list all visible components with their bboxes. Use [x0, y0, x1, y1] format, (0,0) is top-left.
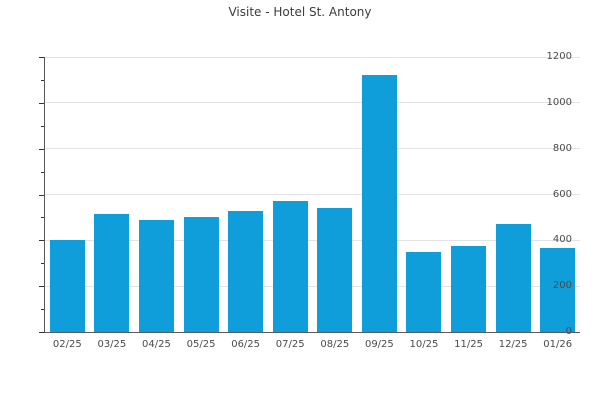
y-axis-line — [44, 57, 45, 333]
y-major-tick-200 — [39, 286, 44, 288]
gridline-y-1200 — [45, 56, 580, 58]
x-tick-label-04-25: 04/25 — [142, 339, 171, 350]
gridline-y-400 — [45, 239, 580, 241]
y-tick-label-1000: 1000 — [546, 96, 572, 108]
bar-06-25 — [228, 210, 264, 332]
x-tick-label-01-26: 01/26 — [543, 339, 573, 350]
y-tick-label-200: 200 — [552, 280, 572, 292]
bar-10-25 — [406, 251, 442, 332]
y-major-tick-400 — [39, 240, 44, 242]
x-tick-label-08-25: 08/25 — [320, 339, 350, 350]
plot-area: 0 200 400 600 800 1000 1200 02/25 03/25 04/25 05/… — [39, 52, 580, 350]
y-tick-label-400: 400 — [552, 234, 572, 246]
bar-02-25 — [49, 240, 85, 332]
y-minor-tick-700 — [41, 171, 44, 173]
bar-03-25 — [94, 213, 130, 332]
y-tick-label-0: 0 — [565, 326, 572, 337]
bar-04-25 — [138, 219, 174, 332]
bar-12-25 — [495, 224, 531, 332]
x-tick-label-03-25: 03/25 — [97, 339, 127, 350]
gridline-y-800 — [45, 148, 580, 150]
y-minor-tick-1100 — [41, 79, 44, 81]
y-major-tick-1000 — [39, 102, 44, 104]
gridline-y-1000 — [45, 102, 580, 104]
y-major-tick-0 — [39, 332, 44, 333]
y-minor-tick-900 — [41, 125, 44, 127]
x-tick-label-11-25: 11/25 — [454, 339, 483, 350]
x-tick-label-05-25: 05/25 — [186, 339, 216, 350]
bar-11-25 — [451, 246, 487, 332]
x-axis-line — [44, 332, 580, 333]
y-major-tick-800 — [39, 148, 44, 150]
bar-07-25 — [272, 201, 308, 332]
bar-09-25 — [361, 75, 397, 332]
bar-08-25 — [317, 208, 353, 332]
y-tick-label-600: 600 — [552, 188, 572, 200]
x-tick-label-10-25: 10/25 — [409, 339, 439, 350]
y-tick-label-1200: 1200 — [546, 51, 572, 62]
y-minor-tick-100 — [41, 309, 44, 311]
bar-01-26 — [540, 248, 576, 332]
y-minor-tick-500 — [41, 217, 44, 219]
gridline-y-200 — [45, 285, 580, 287]
gridline-y-600 — [45, 194, 580, 195]
x-tick-label-07-25: 07/25 — [275, 339, 305, 350]
y-minor-tick-300 — [41, 263, 44, 265]
y-major-tick-600 — [39, 194, 44, 196]
bar-05-25 — [183, 217, 219, 332]
x-tick-label-12-25: 12/25 — [498, 339, 528, 350]
x-tick-label-06-25: 06/25 — [231, 339, 261, 350]
y-tick-label-800: 800 — [552, 142, 572, 154]
x-tick-label-09-25: 09/25 — [364, 339, 394, 350]
chart-title: Visite - Hotel St. Antony — [228, 5, 372, 19]
y-major-tick-1200 — [39, 57, 44, 58]
x-tick-label-02-25: 02/25 — [52, 339, 82, 350]
